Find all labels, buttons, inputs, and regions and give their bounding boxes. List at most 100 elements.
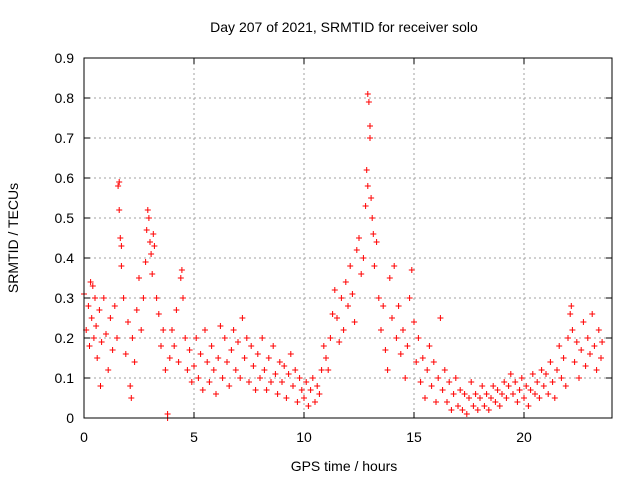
data-point xyxy=(472,391,479,397)
data-point xyxy=(120,295,127,301)
data-point xyxy=(232,367,239,373)
data-point xyxy=(378,327,384,333)
data-point xyxy=(93,323,100,329)
data-point xyxy=(193,335,200,341)
y-axis-label: SRMTID / TECUs xyxy=(5,183,21,293)
data-point xyxy=(178,267,185,273)
data-point xyxy=(360,255,367,261)
data-point xyxy=(90,335,97,341)
data-point xyxy=(525,403,532,409)
data-point xyxy=(368,195,375,201)
data-point xyxy=(439,387,446,393)
y-tick-label: 0.8 xyxy=(55,90,75,106)
data-point xyxy=(115,183,122,189)
data-point xyxy=(391,263,398,269)
data-point xyxy=(365,99,372,105)
data-point xyxy=(560,355,567,361)
axis-ticks xyxy=(83,57,612,419)
data-point xyxy=(426,343,433,349)
data-points xyxy=(81,91,606,421)
data-point xyxy=(230,327,237,333)
data-point xyxy=(122,351,129,357)
data-point xyxy=(532,391,538,397)
data-point xyxy=(316,391,323,397)
data-point xyxy=(499,391,505,397)
data-point xyxy=(505,383,512,389)
data-point xyxy=(540,383,547,389)
data-point xyxy=(400,327,406,333)
data-point xyxy=(523,383,530,389)
data-point xyxy=(518,375,525,381)
data-point xyxy=(219,375,226,381)
data-point xyxy=(481,403,488,409)
data-point xyxy=(169,327,175,333)
data-point xyxy=(87,279,94,285)
data-point xyxy=(402,375,409,381)
data-point xyxy=(85,303,92,309)
data-point xyxy=(158,343,164,349)
data-point xyxy=(107,315,114,321)
data-point xyxy=(534,379,541,385)
data-point xyxy=(105,367,112,373)
data-point xyxy=(147,239,153,245)
data-point xyxy=(549,379,556,385)
data-point xyxy=(479,383,486,389)
data-point xyxy=(397,351,404,357)
data-point xyxy=(336,339,343,345)
y-tick-label: 0.9 xyxy=(55,50,75,66)
data-point xyxy=(276,359,283,365)
plot-frame xyxy=(83,57,613,419)
data-point xyxy=(298,387,305,393)
y-tick-label: 0.7 xyxy=(55,130,75,146)
data-point xyxy=(173,307,180,313)
data-point xyxy=(94,355,101,361)
data-point xyxy=(510,391,516,397)
data-point xyxy=(424,367,431,373)
data-point xyxy=(292,367,299,373)
data-point xyxy=(117,235,124,241)
data-point xyxy=(254,351,261,357)
data-point xyxy=(371,263,378,269)
data-point xyxy=(404,343,411,349)
x-tick-label: 10 xyxy=(296,429,312,445)
data-point xyxy=(494,387,501,393)
data-point xyxy=(362,203,369,209)
data-point xyxy=(389,315,395,321)
data-point xyxy=(109,347,116,353)
data-point xyxy=(241,355,248,361)
data-point xyxy=(470,403,477,409)
data-point xyxy=(483,391,490,397)
data-point xyxy=(450,391,457,397)
data-point xyxy=(593,367,600,373)
data-point xyxy=(98,339,105,345)
data-point xyxy=(589,311,596,317)
data-point xyxy=(408,267,415,273)
data-point xyxy=(103,331,109,337)
data-point xyxy=(488,395,494,401)
data-point xyxy=(133,307,140,313)
data-point xyxy=(86,343,93,349)
data-point xyxy=(584,335,591,341)
data-point xyxy=(571,359,578,365)
data-point xyxy=(582,363,589,369)
data-point xyxy=(188,379,195,385)
data-point xyxy=(143,227,150,233)
data-point xyxy=(281,363,288,369)
data-point xyxy=(164,411,171,417)
data-point xyxy=(417,379,424,385)
data-point xyxy=(221,335,228,341)
data-point xyxy=(501,379,508,385)
data-point xyxy=(455,403,461,409)
data-point xyxy=(507,371,514,377)
data-point xyxy=(149,271,156,277)
data-point xyxy=(323,355,329,361)
data-point xyxy=(576,375,582,381)
data-point xyxy=(386,275,393,281)
y-tick-label: 0 xyxy=(66,410,74,426)
data-point xyxy=(415,335,422,341)
data-point xyxy=(285,371,292,377)
data-point xyxy=(268,379,274,385)
data-point xyxy=(345,303,351,309)
data-point xyxy=(145,215,152,221)
